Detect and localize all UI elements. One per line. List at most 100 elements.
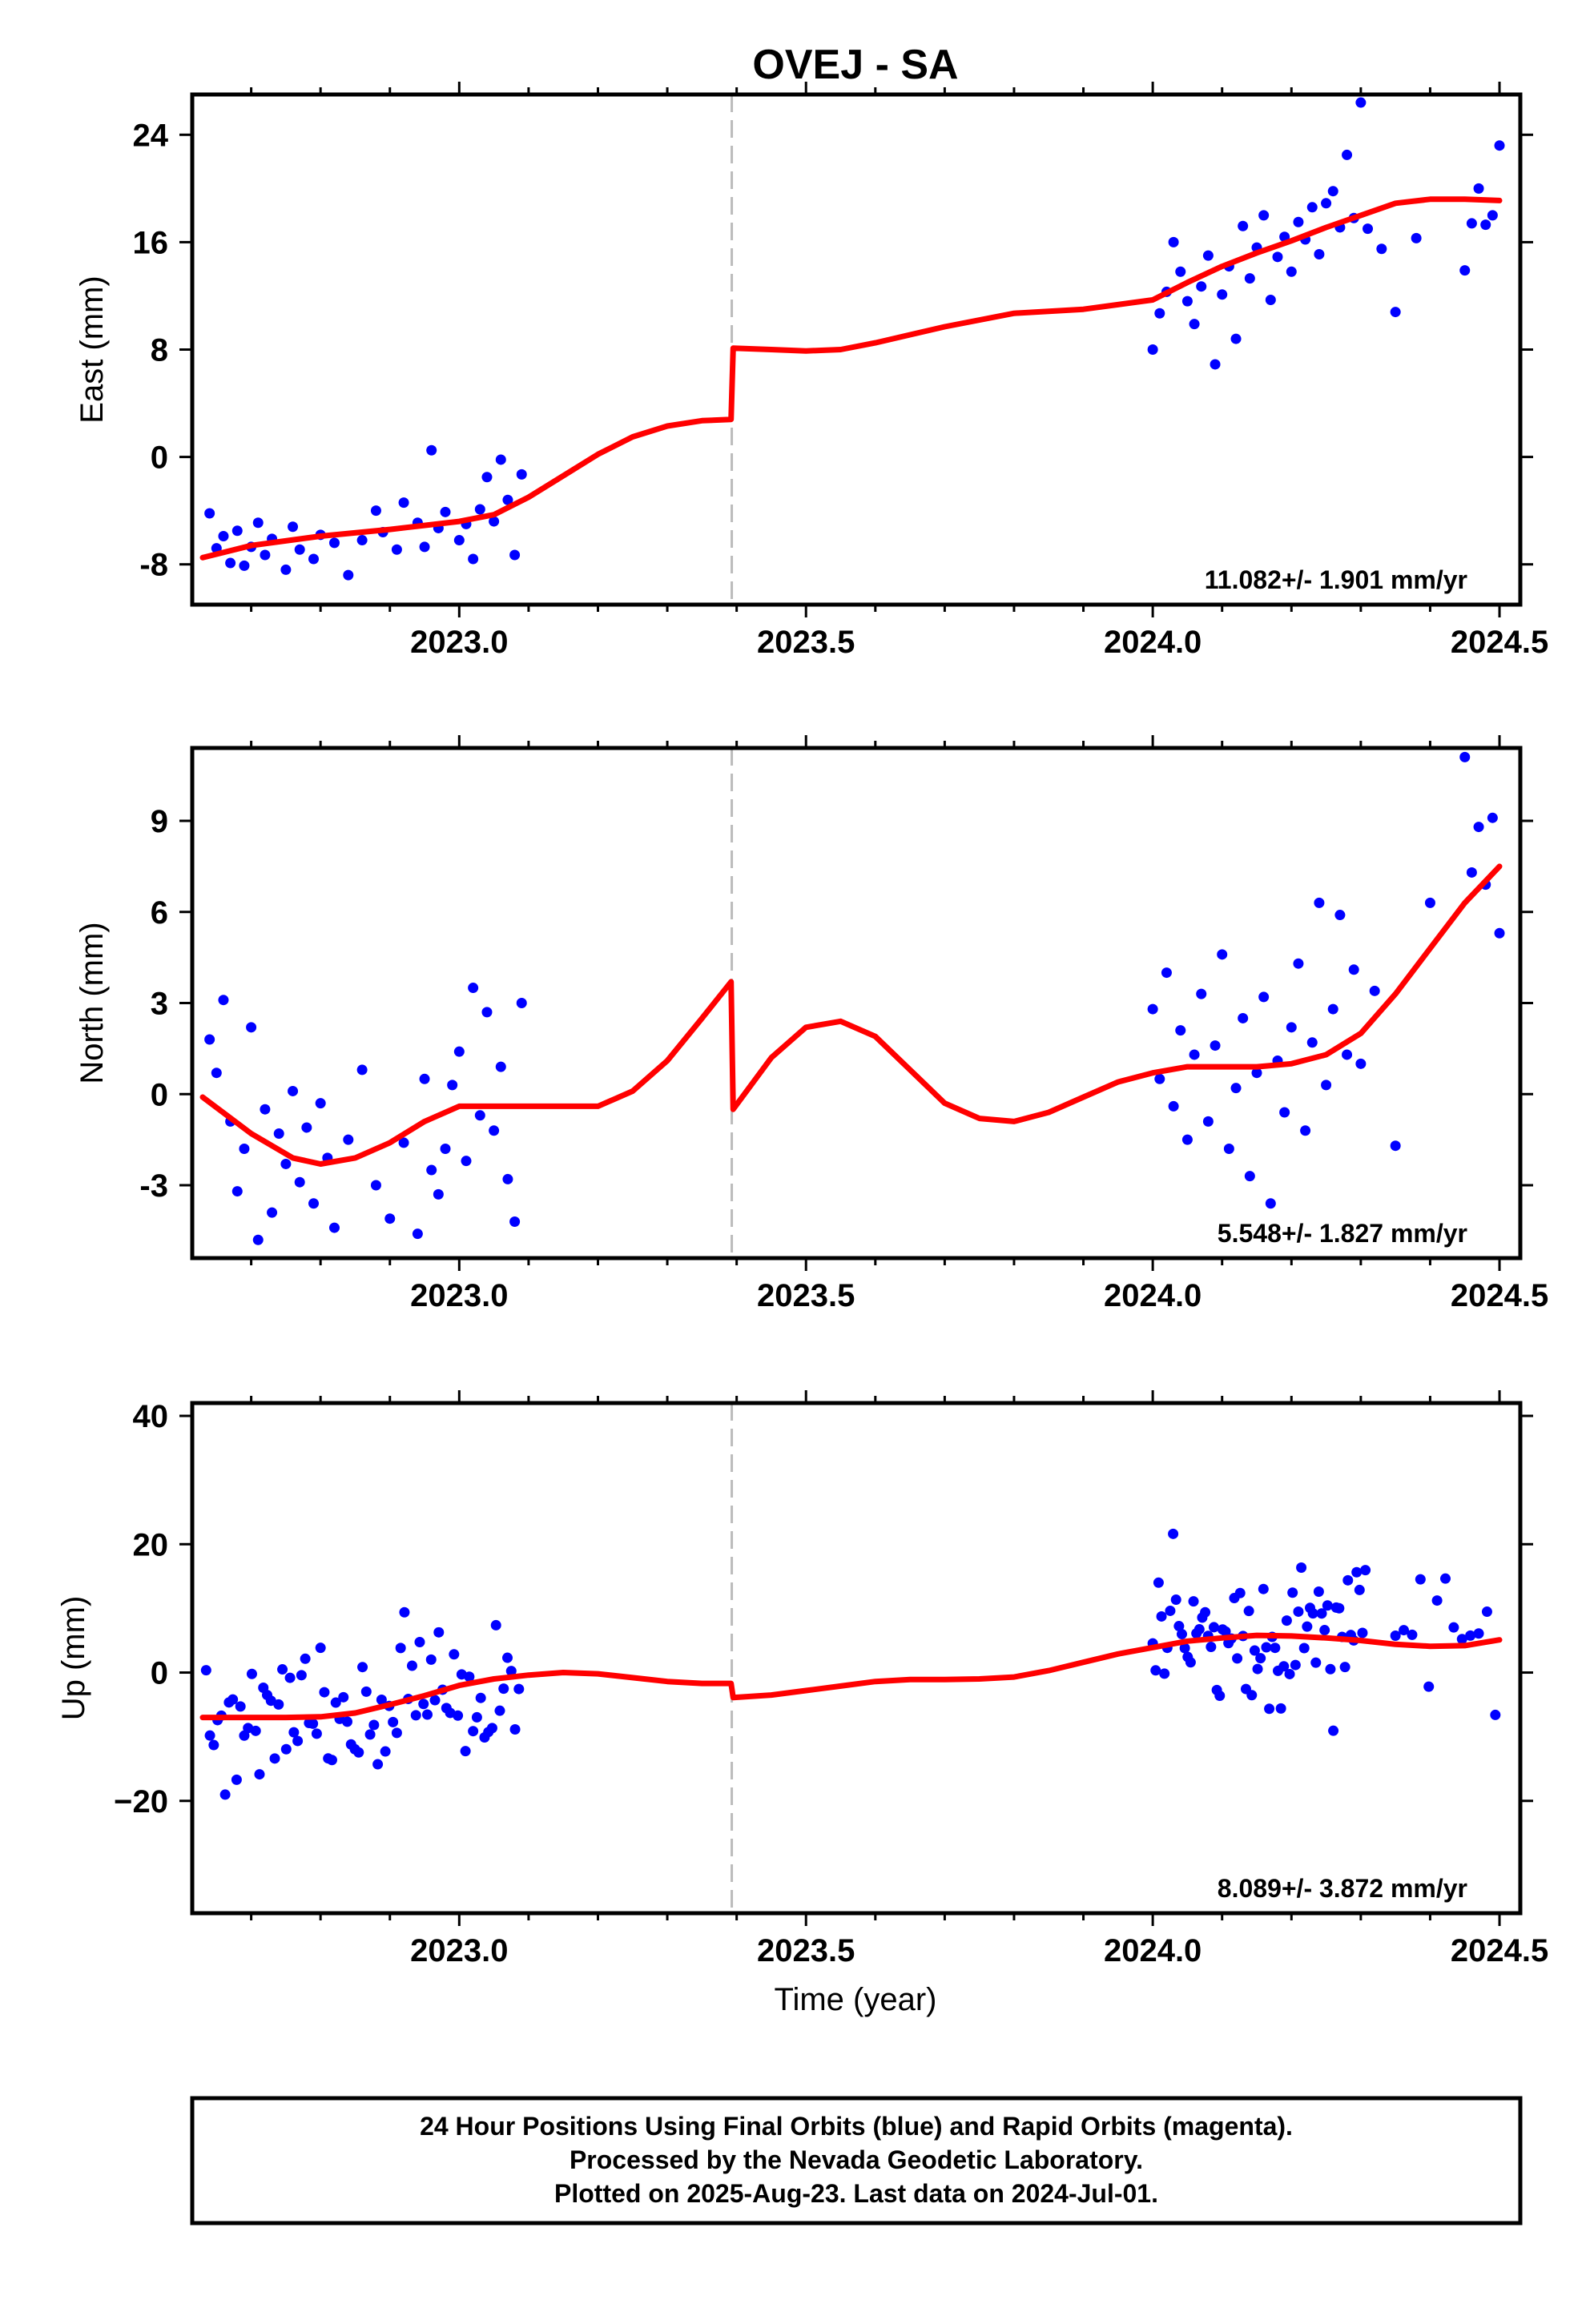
data-point — [231, 1186, 243, 1197]
data-point — [1293, 216, 1304, 227]
y-tick-label: 20 — [133, 1527, 169, 1562]
data-point — [391, 544, 402, 555]
y-tick-label: −20 — [114, 1784, 168, 1819]
data-point — [464, 1671, 475, 1683]
x-tick-label: 2023.0 — [410, 625, 508, 660]
x-tick-label: 2024.0 — [1104, 1933, 1202, 1968]
data-point — [288, 1727, 300, 1738]
data-point — [328, 537, 340, 549]
data-point — [474, 504, 485, 515]
data-point — [269, 1753, 280, 1764]
data-point — [516, 998, 527, 1008]
data-point — [1258, 1583, 1269, 1594]
data-point — [311, 1728, 322, 1739]
data-point — [1202, 1116, 1214, 1127]
footer-line-2: Processed by the Nevada Geodetic Laborat… — [570, 2145, 1143, 2174]
data-point — [1415, 1574, 1426, 1585]
data-point — [1459, 751, 1471, 762]
data-point — [1261, 1642, 1272, 1653]
y-tick-label: 8 — [151, 333, 168, 368]
data-point — [204, 508, 215, 519]
data-point — [418, 1699, 429, 1710]
data-point — [481, 1007, 493, 1018]
chart-title: OVEJ - SA — [752, 42, 958, 88]
data-point — [1296, 1562, 1307, 1573]
data-point — [376, 1695, 387, 1706]
data-point — [204, 1034, 215, 1045]
data-point — [250, 1725, 261, 1736]
data-point — [1313, 1586, 1324, 1597]
x-tick-label: 2024.0 — [1104, 1278, 1202, 1313]
data-point — [1206, 1642, 1217, 1653]
data-point — [1480, 219, 1491, 231]
data-point — [1156, 1610, 1167, 1622]
data-point — [300, 1653, 311, 1664]
data-point — [1202, 250, 1214, 261]
panels: 2023.0 2023.5 2024.0 2024.5 -8 0 8 16 24 East (mm… — [56, 82, 1548, 1968]
data-point — [398, 1137, 409, 1148]
data-point — [1328, 1725, 1339, 1736]
data-point — [330, 1697, 341, 1708]
data-point — [370, 505, 381, 517]
x-tick-label: 2023.5 — [757, 1278, 855, 1313]
data-point — [1334, 910, 1346, 921]
y-axis-label: North (mm) — [74, 922, 110, 1084]
data-point — [267, 1207, 278, 1218]
data-point — [460, 1746, 471, 1757]
data-point — [425, 1654, 437, 1665]
data-point — [1411, 232, 1422, 243]
y-axis-label: East (mm) — [74, 275, 110, 423]
footer-line-3: Plotted on 2025-Aug-23. Last data on 202… — [554, 2179, 1158, 2208]
data-point — [433, 1188, 444, 1200]
data-point — [353, 1747, 364, 1758]
data-point — [1355, 1058, 1367, 1069]
data-point — [1310, 1657, 1322, 1668]
data-point — [1154, 308, 1165, 319]
data-point — [1390, 1140, 1401, 1152]
data-point — [246, 1668, 257, 1679]
data-point — [1339, 1662, 1350, 1673]
data-point — [1286, 1022, 1297, 1033]
data-point — [1168, 1528, 1179, 1539]
data-point — [489, 516, 500, 527]
data-point — [368, 1719, 380, 1731]
data-point — [235, 1701, 246, 1712]
data-point — [1210, 359, 1221, 370]
data-point — [219, 1789, 231, 1800]
data-point — [1278, 1661, 1290, 1672]
data-point — [208, 1739, 219, 1751]
data-point — [343, 569, 354, 581]
data-point — [1176, 1629, 1187, 1640]
data-point — [1196, 988, 1207, 999]
data-point — [1351, 1566, 1363, 1578]
data-point — [489, 1125, 500, 1136]
data-point — [326, 1755, 337, 1766]
x-tick-label: 2024.0 — [1104, 625, 1202, 660]
data-point — [239, 1144, 250, 1154]
data-point — [1481, 1606, 1492, 1618]
data-point — [1360, 1565, 1371, 1576]
data-point — [1220, 1626, 1231, 1637]
data-point — [301, 1122, 312, 1133]
data-point — [1293, 1606, 1304, 1617]
data-point — [1244, 1171, 1255, 1182]
data-point — [1173, 1621, 1185, 1632]
data-point — [1325, 1663, 1336, 1675]
data-point — [1473, 1628, 1484, 1639]
data-point — [1232, 1653, 1243, 1664]
data-point — [468, 983, 479, 994]
data-point — [218, 995, 229, 1006]
y-tick-label: 0 — [151, 1077, 168, 1112]
data-point — [260, 1104, 271, 1115]
data-point — [296, 1670, 307, 1681]
data-point — [1459, 265, 1471, 276]
rate-label: 11.082+/- 1.901 mm/yr — [1205, 565, 1467, 594]
data-point — [1466, 218, 1477, 229]
data-point — [502, 494, 513, 505]
x-tick-label: 2024.5 — [1451, 1933, 1548, 1968]
y-tick-label: 0 — [151, 1656, 168, 1691]
data-point — [200, 1665, 211, 1676]
x-tick-label: 2023.0 — [410, 1278, 508, 1313]
data-point — [254, 1769, 265, 1780]
data-point — [1327, 1003, 1338, 1015]
